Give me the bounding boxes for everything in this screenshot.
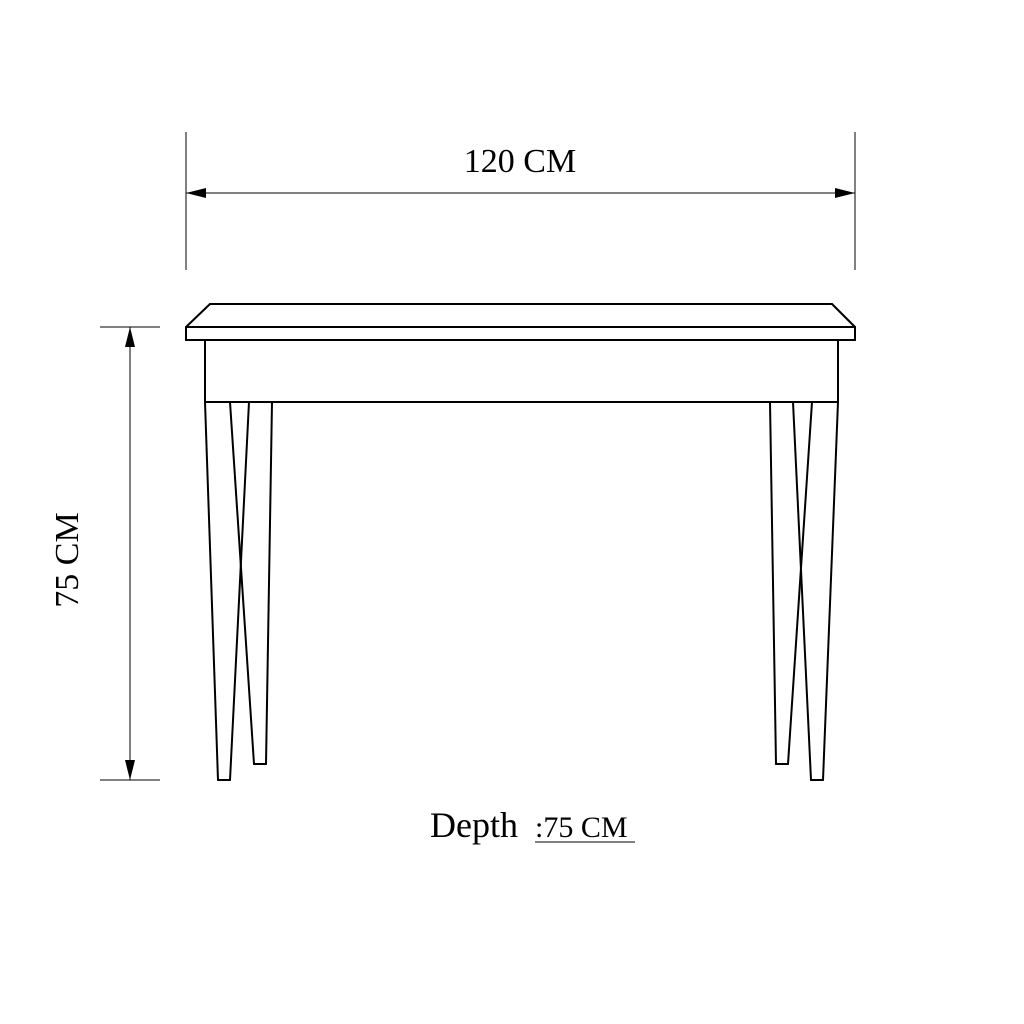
table-dimension-diagram: 120 CM 75 CM Depth :75 CM — [0, 0, 1024, 1024]
height-arrow-top — [125, 327, 135, 347]
depth-dimension: Depth :75 CM — [430, 805, 635, 845]
depth-key-label: Depth — [430, 805, 518, 845]
height-label: 75 CM — [49, 512, 86, 607]
depth-value-label: :75 CM — [535, 811, 628, 844]
table-outline — [186, 304, 855, 780]
height-dimension: 75 CM — [49, 327, 160, 780]
height-arrow-bottom — [125, 760, 135, 780]
width-arrow-right — [835, 188, 855, 198]
width-label: 120 CM — [464, 143, 576, 180]
width-dimension: 120 CM — [186, 132, 855, 270]
width-arrow-left — [186, 188, 206, 198]
